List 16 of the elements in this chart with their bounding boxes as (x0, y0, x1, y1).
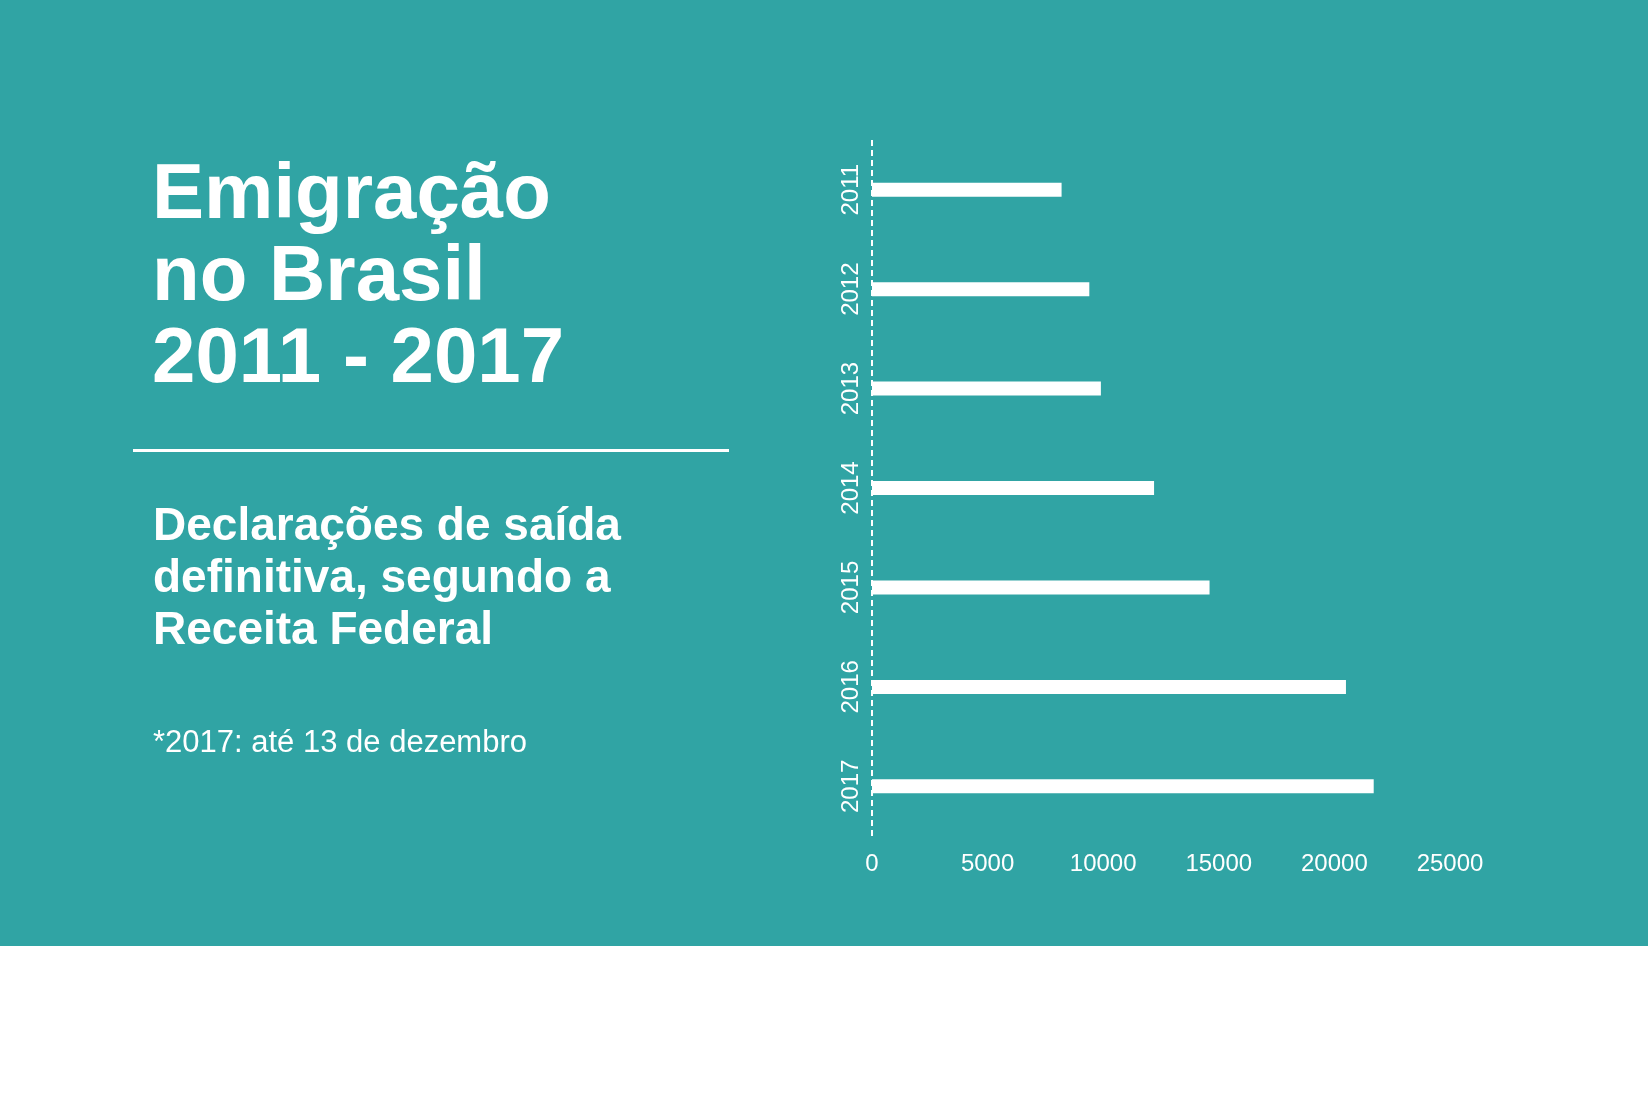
y-tick-label: 2015 (836, 560, 863, 615)
y-tick-label: 2011 (836, 163, 863, 216)
text: Emigração no Brasil 2011 - 2017 (152, 147, 566, 399)
x-tick-label: 5000 (960, 849, 1015, 877)
x-tick-label: 10000 (1069, 849, 1137, 877)
x-tick-label: 25000 (1416, 849, 1484, 877)
y-tick-label: 2017 (836, 759, 863, 813)
text: *2017: até 13 de dezembro (153, 724, 527, 760)
y-tick-label: 2014 (836, 461, 863, 515)
text: Declarações de saída definitiva, segundo a Receita Federal (153, 498, 622, 654)
x-tick-label: 15000 (1185, 849, 1253, 877)
x-tick-label: 0 (865, 849, 879, 877)
y-tick-label: 2013 (836, 361, 863, 416)
y-tick-label: 2012 (836, 262, 863, 316)
y-tick-label: 2016 (836, 660, 863, 714)
x-tick-label: 20000 (1301, 849, 1368, 877)
